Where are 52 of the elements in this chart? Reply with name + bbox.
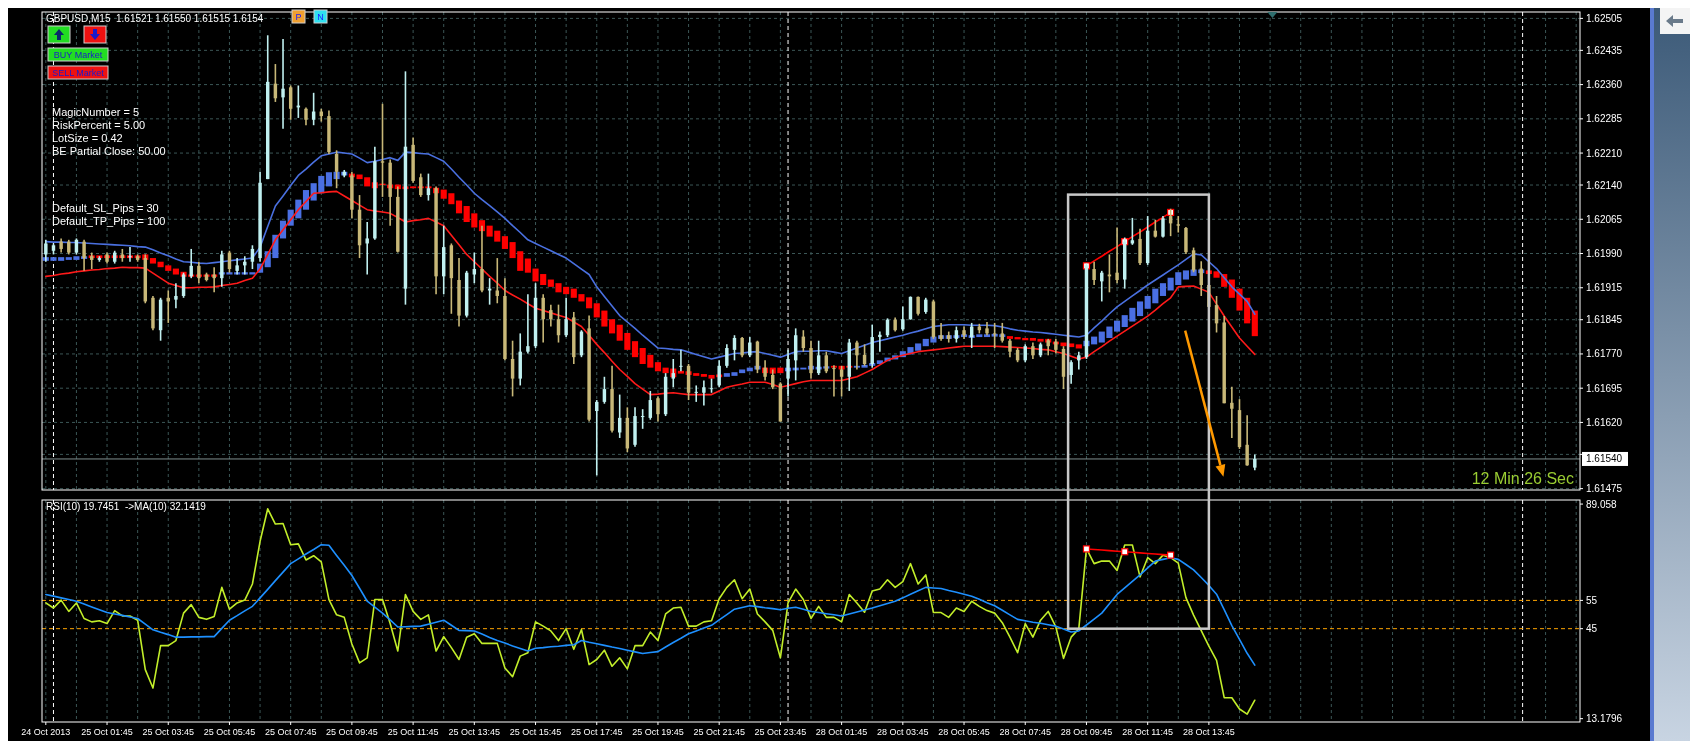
x-tick-label: 25 Oct 15:45 bbox=[509, 727, 562, 737]
x-tick-label: 25 Oct 07:45 bbox=[264, 727, 317, 737]
y-tick-label: 1.62210 bbox=[1586, 147, 1623, 159]
annotation: Default_TP_Pips = 100 bbox=[52, 215, 166, 227]
x-tick-label: 25 Oct 21:45 bbox=[693, 727, 745, 737]
annotation: P bbox=[295, 12, 302, 22]
x-tick-label: 28 Oct 09:45 bbox=[1060, 727, 1113, 737]
y-tick-label: 1.61990 bbox=[1586, 248, 1623, 260]
y-tick-label: 1.62065 bbox=[1586, 213, 1623, 225]
annotation: BE Partial Close: 50.00 bbox=[52, 145, 166, 157]
y-tick-label: 89.058 bbox=[1586, 498, 1618, 510]
ref-line-label: 1.61540 bbox=[1586, 453, 1623, 465]
x-tick-label: 28 Oct 07:45 bbox=[999, 727, 1052, 737]
annotation: N bbox=[317, 12, 324, 22]
x-tick-label: 28 Oct 01:45 bbox=[815, 727, 868, 737]
annotation: MagicNumber = 5 bbox=[52, 106, 140, 118]
x-tick-label: 25 Oct 23:45 bbox=[754, 727, 807, 737]
x-tick-label: 28 Oct 05:45 bbox=[938, 727, 990, 737]
annotation: BUY Market bbox=[53, 50, 103, 60]
x-tick-label: 25 Oct 09:45 bbox=[326, 727, 378, 737]
y-tick-label: 1.62435 bbox=[1586, 44, 1623, 56]
y-tick-label: 1.61770 bbox=[1586, 348, 1623, 360]
x-tick-label: 25 Oct 03:45 bbox=[142, 727, 195, 737]
y-tick-label: 1.61915 bbox=[1586, 282, 1623, 294]
y-tick-label: 1.61845 bbox=[1586, 314, 1623, 326]
x-tick-label: 28 Oct 11:45 bbox=[1122, 727, 1174, 737]
x-tick-label: 24 Oct 2013 bbox=[21, 727, 71, 737]
x-tick-label: 25 Oct 11:45 bbox=[387, 727, 439, 737]
y-tick-label: 1.62285 bbox=[1586, 113, 1623, 125]
y-tick-label: 1.62360 bbox=[1586, 79, 1623, 91]
annotation: Default_SL_Pips = 30 bbox=[52, 202, 159, 214]
annotation: RiskPercent = 5.00 bbox=[52, 119, 146, 131]
y-tick-label: 1.61475 bbox=[1586, 483, 1623, 495]
y-tick-label: 55 bbox=[1586, 594, 1598, 606]
y-tick-label: 1.61620 bbox=[1586, 416, 1623, 428]
x-tick-label: 25 Oct 13:45 bbox=[448, 727, 501, 737]
annotation: SELL Market bbox=[52, 68, 105, 78]
chart-title: RSI(10) 19.7451 ->MA(10) 32.1419 bbox=[46, 501, 207, 512]
x-tick-label: 28 Oct 03:45 bbox=[877, 727, 929, 737]
y-tick-label: 13.1796 bbox=[1586, 713, 1623, 725]
x-tick-label: 25 Oct 19:45 bbox=[632, 727, 684, 737]
y-tick-label: 45 bbox=[1586, 623, 1598, 635]
x-tick-label: 25 Oct 17:45 bbox=[570, 727, 623, 737]
y-tick-label: 1.61695 bbox=[1586, 382, 1623, 394]
text: 12 Min 26 Sec bbox=[1471, 470, 1574, 487]
x-tick-label: 25 Oct 05:45 bbox=[203, 727, 256, 737]
y-tick-label: 1.62505 bbox=[1586, 12, 1623, 24]
chart-title: GBPUSD,M15 1.61521 1.61550 1.61515 1.6154 bbox=[46, 13, 264, 24]
x-tick-label: 28 Oct 13:45 bbox=[1183, 727, 1235, 737]
annotation: LotSize = 0.42 bbox=[52, 132, 123, 144]
y-tick-label: 1.62140 bbox=[1586, 179, 1623, 191]
x-tick-label: 25 Oct 01:45 bbox=[81, 727, 133, 737]
